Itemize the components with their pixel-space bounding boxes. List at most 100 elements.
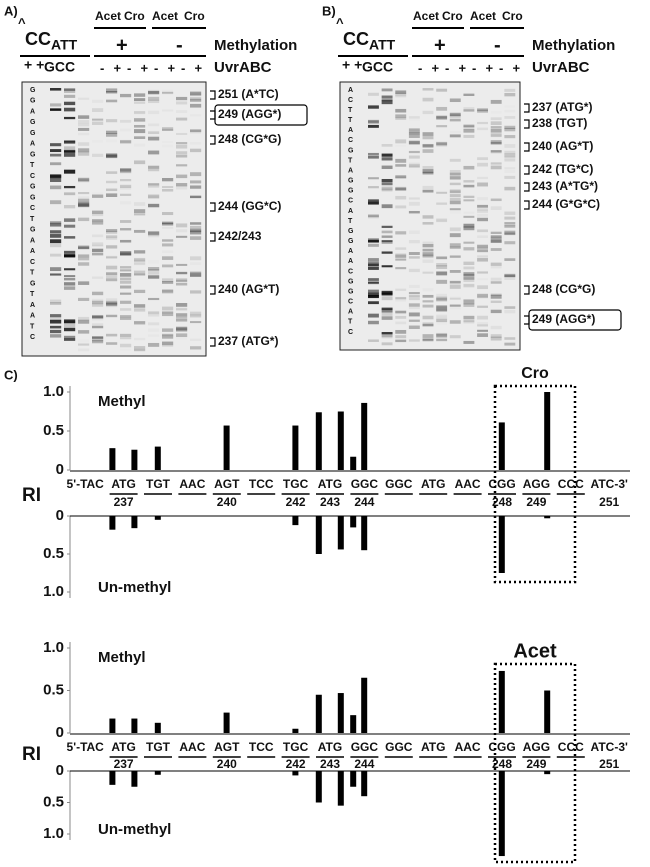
- gel-band: [381, 186, 393, 190]
- gel-band: [134, 209, 146, 214]
- gel-band: [148, 196, 159, 199]
- gel-band: [106, 237, 118, 241]
- y-tick-label: 0: [56, 762, 64, 779]
- y-tick-label: 0: [56, 724, 64, 741]
- gel-band: [381, 333, 393, 338]
- gel-band: [463, 261, 475, 266]
- gel-band: [422, 255, 434, 259]
- gel-band: [92, 153, 104, 157]
- gel-band: [134, 129, 146, 134]
- gel-band: [490, 281, 502, 284]
- gel-band: [408, 325, 420, 329]
- gel-band: [120, 251, 132, 256]
- label: +: [114, 60, 122, 75]
- position-label: 244: [354, 757, 374, 771]
- gel-band: [477, 197, 488, 200]
- gel-band: [134, 320, 146, 324]
- gel-band: [381, 308, 393, 311]
- gel-band: [477, 324, 488, 327]
- gel-band: [490, 325, 502, 330]
- gel-band: [92, 291, 104, 296]
- bar: [315, 412, 322, 470]
- gel-band: [368, 240, 379, 242]
- gel-band: [64, 335, 76, 339]
- gel-band: [408, 268, 420, 273]
- gel-band: [92, 276, 104, 279]
- gel-band: [148, 234, 160, 238]
- gel-band: [134, 346, 146, 350]
- gel-band: [190, 236, 202, 240]
- gel-band: [148, 297, 160, 301]
- gel-band: [490, 235, 502, 239]
- gel-band: [477, 315, 488, 320]
- gel-band: [176, 313, 188, 317]
- position-label: 248: [492, 757, 512, 771]
- gel-band: [190, 98, 202, 102]
- gel-band: [162, 344, 174, 347]
- gel-band: [368, 278, 379, 281]
- gel-band: [436, 218, 448, 222]
- gel-band: [477, 208, 488, 211]
- gel-band: [50, 267, 62, 272]
- gel-band: [92, 300, 104, 305]
- gel-band: [162, 177, 174, 182]
- position-label: 249: [526, 495, 546, 509]
- gel-band: [190, 185, 202, 189]
- label: -: [176, 34, 183, 56]
- label: Acet: [152, 9, 178, 23]
- gel-band: [450, 307, 461, 309]
- gel-band: [134, 270, 146, 274]
- gel-band: [490, 206, 502, 210]
- gel-band: [106, 298, 118, 301]
- gel-band: [449, 134, 461, 138]
- gel-band: [148, 168, 160, 172]
- gel-band: [176, 110, 187, 113]
- gel-band: [504, 337, 516, 340]
- gel-band: [368, 125, 379, 128]
- gel-band: [395, 195, 407, 200]
- codon-label: TGC: [283, 477, 309, 491]
- gel-band: [408, 131, 420, 136]
- gel-band: [92, 194, 104, 198]
- gel-band: [176, 164, 188, 167]
- gel-band: [436, 333, 448, 338]
- gel-band: [504, 216, 516, 220]
- gel-band: [78, 198, 90, 203]
- gel-band: [92, 140, 103, 143]
- gel-band: [368, 281, 379, 284]
- position-label: 243: [320, 757, 340, 771]
- gel-band: [92, 323, 104, 326]
- gel-band: [78, 217, 90, 222]
- gel-band: [449, 176, 461, 180]
- gel-band: [162, 335, 174, 339]
- gel-band: [50, 301, 62, 305]
- gel-band: [395, 335, 407, 339]
- gel-band: [477, 293, 488, 298]
- gel-band: [381, 230, 393, 234]
- gel-band: [408, 306, 420, 310]
- gel-band: [381, 225, 393, 228]
- label: Methylation: [532, 37, 615, 54]
- label: G: [30, 184, 36, 191]
- gel-band: [395, 267, 407, 270]
- gel-band: [190, 114, 201, 116]
- label: CC: [343, 29, 369, 49]
- gel-band: [92, 248, 104, 252]
- position-label: 237: [114, 495, 134, 509]
- gel-band: [148, 342, 160, 347]
- gel-band: [78, 115, 90, 119]
- gel-band: [422, 322, 434, 326]
- gel-band: [50, 178, 62, 183]
- label: Cro: [502, 9, 523, 23]
- gel-band: [477, 109, 488, 113]
- gel-band: [120, 119, 132, 123]
- codon-label: GGC: [385, 477, 413, 491]
- gel-band: [490, 334, 502, 339]
- gel-band: [120, 292, 132, 295]
- gel-band: [436, 297, 448, 301]
- gel-band: [463, 199, 475, 202]
- gel-band: [190, 148, 202, 153]
- gel-band: [436, 305, 448, 310]
- gel-band: [463, 195, 475, 198]
